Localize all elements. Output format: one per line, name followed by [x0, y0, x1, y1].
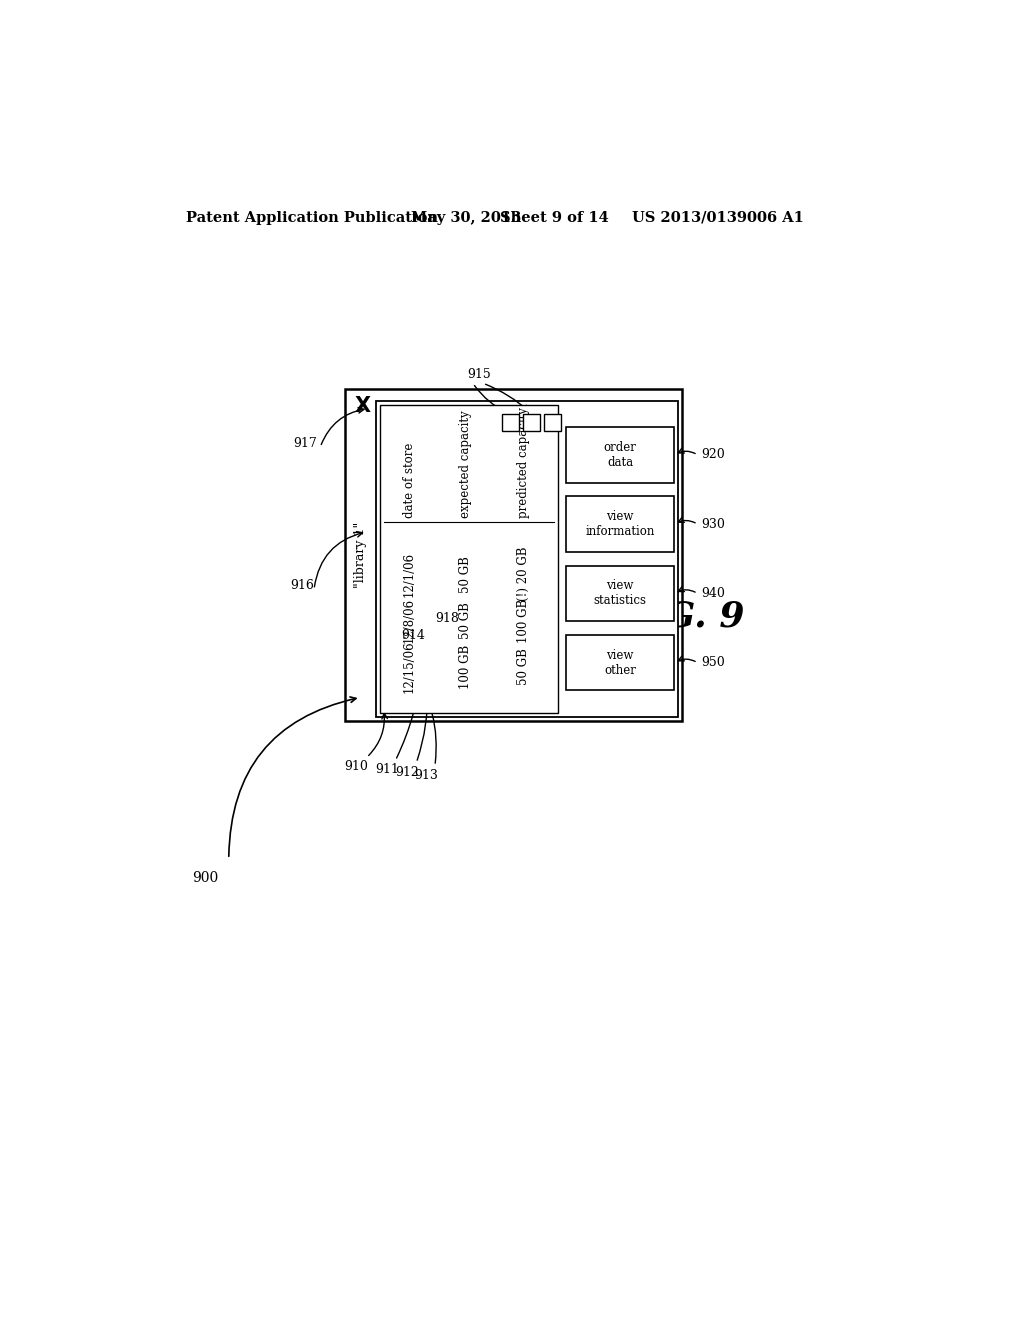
- Text: view
information: view information: [586, 510, 654, 539]
- Text: Sheet 9 of 14: Sheet 9 of 14: [500, 211, 608, 224]
- Text: 900: 900: [193, 871, 219, 886]
- Text: 916: 916: [291, 579, 314, 593]
- Bar: [566, 496, 675, 552]
- Text: 918: 918: [435, 612, 459, 626]
- Text: 12/1/06: 12/1/06: [402, 552, 416, 597]
- Text: view
statistics: view statistics: [594, 579, 646, 607]
- Bar: [566, 428, 675, 483]
- Text: 915: 915: [467, 367, 490, 380]
- Text: 913: 913: [415, 768, 438, 781]
- Text: 50 GB: 50 GB: [459, 556, 472, 593]
- Bar: [566, 635, 675, 690]
- Text: expected capacity: expected capacity: [459, 411, 472, 517]
- Text: Patent Application Publication: Patent Application Publication: [186, 211, 438, 224]
- Text: 917: 917: [293, 437, 316, 450]
- Text: 910: 910: [345, 760, 369, 774]
- Text: FIG. 9: FIG. 9: [623, 599, 744, 634]
- Text: "library 1": "library 1": [354, 521, 367, 589]
- Text: (!) 20 GB: (!) 20 GB: [517, 546, 529, 602]
- Text: 12/8/06: 12/8/06: [402, 598, 416, 643]
- Text: 930: 930: [701, 517, 725, 531]
- Text: May 30, 2013: May 30, 2013: [411, 211, 521, 224]
- Text: 914: 914: [401, 630, 425, 643]
- Text: 911: 911: [376, 763, 399, 776]
- Text: 12/15/06: 12/15/06: [402, 640, 416, 693]
- Text: X: X: [354, 396, 371, 416]
- Text: view
other: view other: [604, 648, 636, 677]
- Text: 100 GB: 100 GB: [459, 644, 472, 689]
- Bar: [380, 405, 558, 713]
- Bar: [544, 414, 561, 430]
- Text: 100 GB: 100 GB: [517, 598, 529, 643]
- Text: US 2013/0139006 A1: US 2013/0139006 A1: [632, 211, 804, 224]
- Text: 50 GB: 50 GB: [517, 648, 529, 685]
- Bar: [345, 389, 682, 721]
- Text: 912: 912: [395, 766, 419, 779]
- Text: 940: 940: [701, 587, 725, 601]
- Text: 50 GB: 50 GB: [459, 602, 472, 639]
- Text: predicted capacity: predicted capacity: [517, 407, 529, 517]
- Text: order
data: order data: [604, 441, 637, 469]
- Text: 950: 950: [701, 656, 725, 669]
- Text: 920: 920: [701, 449, 725, 462]
- Bar: [376, 401, 678, 717]
- Text: date of store: date of store: [402, 442, 416, 517]
- Bar: [503, 414, 519, 430]
- Bar: [523, 414, 541, 430]
- Bar: [566, 566, 675, 622]
